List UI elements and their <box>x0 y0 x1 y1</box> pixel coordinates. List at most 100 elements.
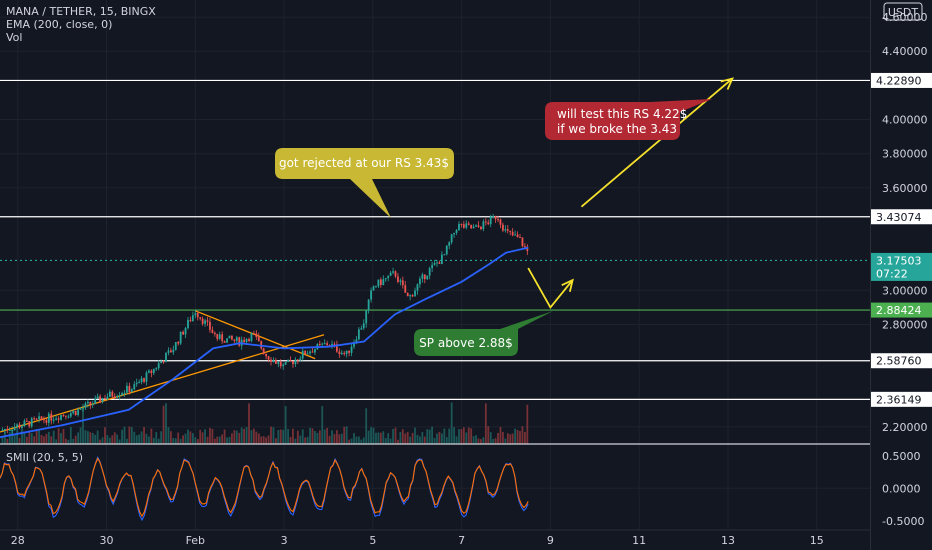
candle-body-110 <box>270 359 272 362</box>
candle-body-48 <box>118 395 121 397</box>
volume-bar-23 <box>57 428 60 444</box>
volume-bar-55 <box>135 435 138 444</box>
ema-series <box>0 246 529 439</box>
candle-body-192 <box>470 224 473 229</box>
volume-bar-143 <box>350 438 353 444</box>
symbol-legend[interactable]: MANA / TETHER, 15, BINGX EMA (200, close… <box>6 5 156 44</box>
volume-bar-200 <box>489 432 492 444</box>
volume-bar-175 <box>428 429 431 444</box>
oscillator-axis[interactable]: 0.5000 0.0000 -0.5000 <box>882 450 924 528</box>
volume-bar-138 <box>338 434 341 444</box>
volume-bar-188 <box>460 429 463 444</box>
volume-bar-139 <box>340 433 343 444</box>
time-tick-0: 28 <box>11 534 25 547</box>
candle-body-177 <box>433 263 436 265</box>
oscillator-series <box>0 455 870 522</box>
price-axis[interactable]: 4.60000 4.40000 4.00000 3.80000 3.60000 3.000… <box>882 11 928 434</box>
oscillator-legend[interactable]: SMII (20, 5, 5) <box>6 451 83 464</box>
candle-body-114 <box>279 361 282 367</box>
candle-body-65 <box>160 361 163 364</box>
candle-body-10 <box>25 420 28 422</box>
volume-bar-208 <box>509 434 512 444</box>
volume-bar-180 <box>440 433 443 444</box>
candle-body-24 <box>60 415 62 420</box>
candle-body-76 <box>187 319 189 329</box>
volume-bar-69 <box>169 431 172 444</box>
candle-body-111 <box>272 359 275 362</box>
candle-body-113 <box>277 361 280 364</box>
candle-body-212 <box>519 236 521 238</box>
candle-body-13 <box>33 418 36 420</box>
candle-body-173 <box>423 274 426 280</box>
candle-body-79 <box>194 313 197 316</box>
candle-body-141 <box>345 350 348 354</box>
volume-bar-129 <box>316 432 319 444</box>
volume-bar-20 <box>50 436 53 444</box>
candle-body-152 <box>372 286 375 291</box>
currency-badge-text: USDT <box>888 6 919 19</box>
volume-bar-47 <box>116 434 119 444</box>
price-tick-6: 2.80000 <box>882 318 928 331</box>
volume-bar-87 <box>213 438 216 444</box>
volume-bar-105 <box>257 433 260 444</box>
candle-body-191 <box>467 223 470 225</box>
volume-bar-215 <box>526 404 529 444</box>
volume-bar-71 <box>174 438 177 444</box>
time-axis[interactable]: 28 30 Feb 3 5 7 9 11 13 15 <box>0 529 870 547</box>
volume-bar-50 <box>123 426 126 444</box>
volume-bar-128 <box>314 431 316 444</box>
osc-tick-2: -0.5000 <box>882 515 924 528</box>
candle-body-206 <box>504 229 507 231</box>
volume-bar-45 <box>111 435 114 444</box>
candle-body-5 <box>13 427 16 430</box>
callout-support[interactable]: SP above 2.88$ <box>414 311 553 356</box>
candle-body-28 <box>69 413 72 417</box>
level-label-5: 2.36149 <box>876 393 922 406</box>
candle-body-166 <box>406 292 409 297</box>
candle-body-73 <box>179 331 182 344</box>
candle-body-148 <box>362 323 365 329</box>
volume-bar-197 <box>482 437 485 444</box>
candle-body-4 <box>11 429 14 431</box>
oscillator-title: SMII (20, 5, 5) <box>6 451 84 464</box>
volume-bar-115 <box>282 429 285 444</box>
candle-body-89 <box>218 334 221 339</box>
level-sublabel-2: 07:22 <box>876 267 908 280</box>
callout-test[interactable]: will test this RS 4.22$ if we broke the … <box>545 99 712 140</box>
volume-bar-120 <box>294 438 297 444</box>
candle-body-125 <box>306 353 309 355</box>
volume-bar-201 <box>492 438 495 444</box>
currency-badge[interactable]: USDT <box>883 2 923 21</box>
volume-bar-214 <box>523 431 526 444</box>
volume-bar-98 <box>240 427 243 444</box>
candle-body-8 <box>21 425 23 428</box>
candle-body-25 <box>62 415 65 417</box>
candle-body-56 <box>138 381 141 383</box>
volume-bar-182 <box>445 437 448 444</box>
volume-bar-142 <box>348 439 351 444</box>
volume-bar-5 <box>13 434 16 444</box>
candle-body-68 <box>167 350 170 353</box>
volume-bar-132 <box>323 429 326 444</box>
candle-body-172 <box>421 274 424 279</box>
candle-body-99 <box>243 339 246 343</box>
candle-body-145 <box>355 339 358 343</box>
candle-body-134 <box>328 345 331 347</box>
candle-body-143 <box>350 346 353 353</box>
candle-body-187 <box>458 223 460 230</box>
callout-rejected[interactable]: got rejected at our RS 3.43$ <box>275 148 454 218</box>
volume-bar-123 <box>301 429 304 444</box>
volume-bar-101 <box>248 403 250 444</box>
volume-bar-159 <box>389 438 392 444</box>
volume-bar-117 <box>287 428 289 444</box>
volume-bar-203 <box>497 433 499 444</box>
volume-bar-116 <box>284 406 287 444</box>
candle-body-164 <box>401 280 404 286</box>
candle-body-86 <box>211 329 214 333</box>
ema-line <box>0 246 529 439</box>
candle-body-109 <box>267 356 270 360</box>
volume-bar-56 <box>138 434 141 444</box>
candle-body-12 <box>30 418 33 427</box>
volume-bar-121 <box>296 430 299 444</box>
volume-bar-192 <box>470 428 473 444</box>
